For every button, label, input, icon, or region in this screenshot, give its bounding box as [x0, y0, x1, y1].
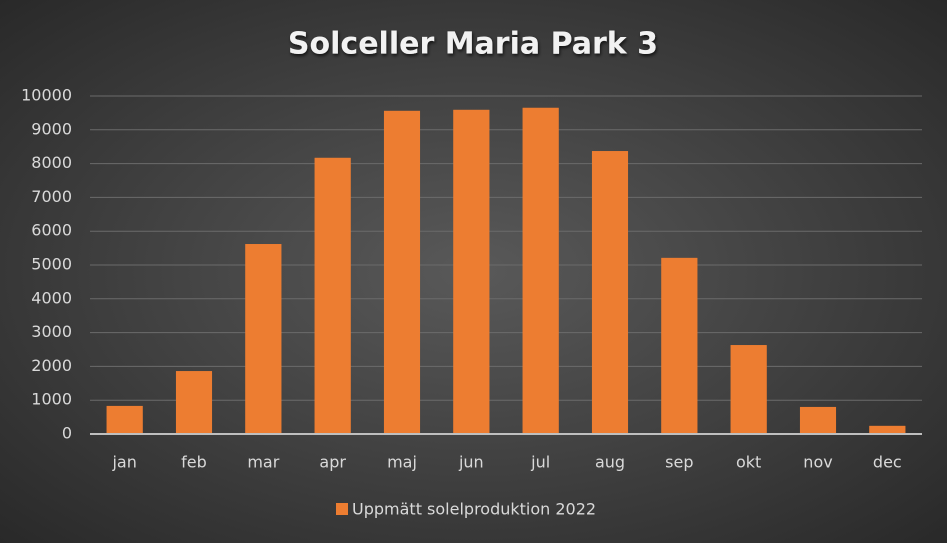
y-tick-label: 3000	[31, 322, 72, 341]
x-tick-label: nov	[803, 453, 832, 472]
bar	[175, 371, 213, 434]
x-tick-label: jul	[530, 453, 550, 472]
y-tick-label: 2000	[31, 356, 72, 375]
x-tick-label: jun	[458, 453, 484, 472]
bar	[383, 110, 421, 434]
bar	[453, 109, 490, 434]
y-tick-label: 8000	[31, 153, 72, 172]
x-tick-label: dec	[873, 453, 902, 472]
bar	[869, 425, 906, 434]
bar	[730, 345, 767, 434]
y-tick-label: 7000	[31, 187, 72, 206]
bar	[314, 157, 351, 434]
x-tick-label: aug	[595, 453, 625, 472]
chart-title: Solceller Maria Park 3	[288, 27, 658, 62]
bar	[661, 257, 698, 434]
y-tick-label: 1000	[31, 390, 72, 409]
x-tick-label: mar	[247, 453, 279, 472]
x-tick-label: sep	[665, 453, 693, 472]
x-tick-label: maj	[387, 453, 417, 472]
y-tick-label: 9000	[31, 119, 72, 138]
y-tick-label: 4000	[31, 288, 72, 307]
legend-swatch	[336, 503, 348, 515]
legend-label: Uppmätt solelproduktion 2022	[352, 500, 596, 519]
bar	[106, 405, 143, 434]
y-tick-label: 10000	[21, 86, 72, 105]
x-tick-label: jan	[111, 453, 136, 472]
y-tick-label: 6000	[31, 221, 72, 240]
y-tick-label: 0	[62, 424, 72, 443]
bar	[591, 151, 629, 434]
x-tick-label: okt	[736, 453, 761, 472]
bar	[799, 406, 837, 434]
y-tick-label: 5000	[31, 255, 72, 274]
bar	[245, 244, 282, 434]
x-tick-label: feb	[181, 453, 207, 472]
bar	[522, 107, 559, 434]
x-tick-label: apr	[319, 453, 346, 472]
